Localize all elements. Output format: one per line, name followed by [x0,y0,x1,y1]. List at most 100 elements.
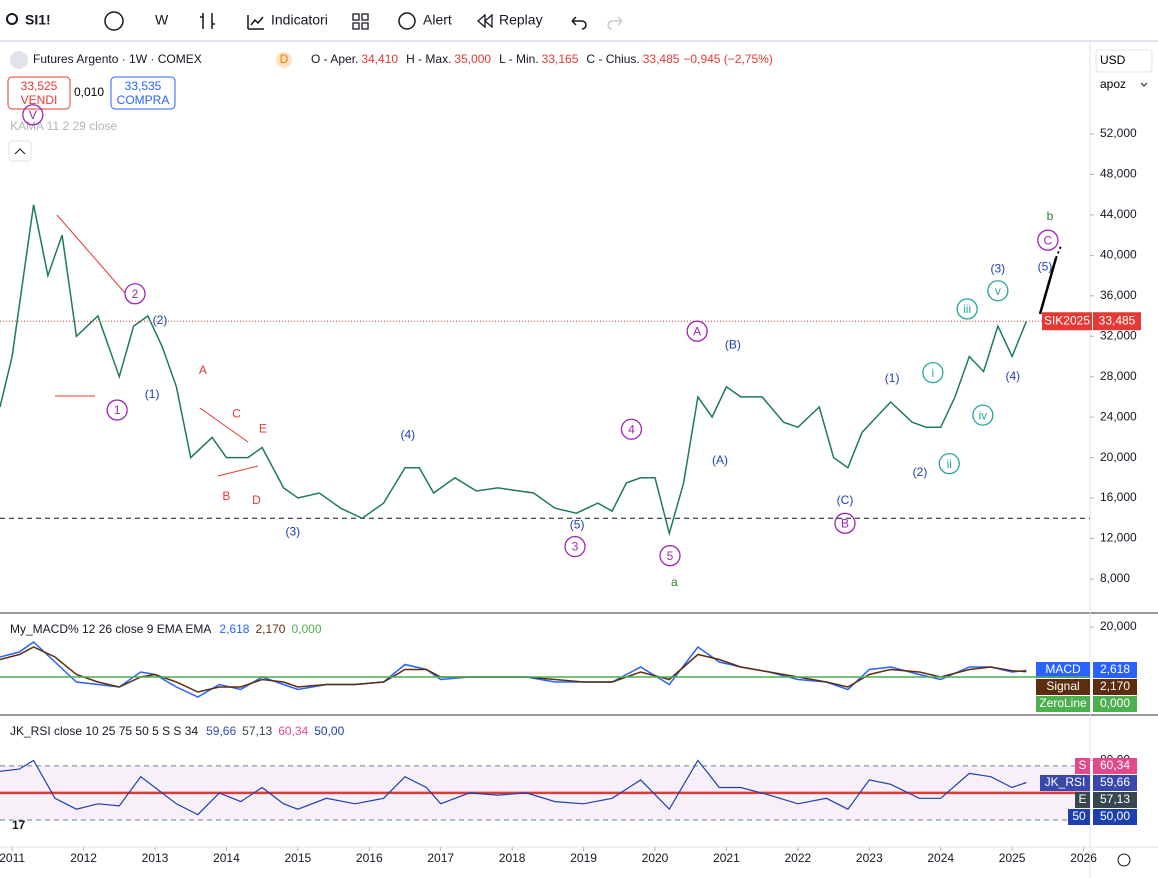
price-line [0,204,1028,537]
wave-label: (4) [401,428,416,442]
value-tag-text: 0,000 [1100,696,1130,710]
delay-badge [276,52,292,68]
wave-label: (2) [913,465,928,479]
wave-label: E [259,421,267,435]
sell-price[interactable]: 33,525 [21,79,58,93]
currency[interactable]: USD [1100,53,1126,67]
ohlc-value: 33,165 [542,52,579,66]
badge-tag [1040,775,1090,791]
x-tick-label: 2026 [1070,851,1097,865]
badge-tag-text: 50 [1072,809,1086,823]
badge-tag-text: S [1078,758,1086,772]
wave-circle [987,280,1009,302]
legend-value: 57,13 [242,724,272,738]
x-tick-label: 2015 [285,851,312,865]
legend-value: 2,618 [219,622,249,636]
sell-button[interactable] [7,76,71,110]
badge-value [1093,758,1137,774]
indicators-icon[interactable] [247,15,264,30]
replay-button[interactable]: Replay [499,12,543,28]
interval[interactable]: W [155,12,169,28]
dropdown-arrow[interactable] [1140,82,1148,87]
buy-price[interactable]: 33,535 [125,79,162,93]
badge-value-text: 60,34 [1100,758,1130,772]
x-tick-label: 2011 [0,851,25,865]
indicators-button[interactable]: Indicatori [271,12,328,28]
rsi-line [0,759,1027,816]
y-tick-label: 12,000 [1100,531,1137,545]
collapse-icon[interactable] [14,148,26,155]
trendline [56,214,126,294]
badge-tag [1075,758,1090,774]
redo[interactable] [607,16,623,30]
y-tick-label: 24,000 [1100,409,1137,423]
wave-circle [922,362,944,384]
ohlc-label: H - Max. [406,52,451,66]
wave-label: B [841,516,849,530]
x-tick-label: 2019 [570,851,597,865]
collapse-legend[interactable] [8,140,32,162]
wave-circle [22,104,44,126]
wave-label: D [252,493,261,507]
projection-arrow [1055,245,1062,259]
ohlc-value: 33,485 [643,52,680,66]
x-tick-label: 2018 [499,851,526,865]
x-tick-label: 2024 [927,851,954,865]
x-tick-label: 2017 [427,851,454,865]
ohlc-label: C - Chius. [586,52,639,66]
wave-circle [956,298,978,320]
badge-value-text: 50,00 [1100,809,1130,823]
alert-icon[interactable] [398,12,416,30]
buy-label[interactable]: COMPRA [117,93,170,107]
price-change: −0,945 (−2,75%) [683,52,772,66]
search-icon[interactable] [6,13,18,25]
wave-label: (3) [991,262,1006,276]
value-tag-text: 2,170 [1100,679,1130,693]
badge-tag [1068,809,1090,825]
x-tick-label: 2020 [642,851,669,865]
ohlc-value: 34,410 [361,52,398,66]
wave-label: (2) [153,313,168,327]
add-symbol[interactable] [104,11,124,31]
wave-label: a [671,575,678,589]
wave-label: (3) [286,525,301,539]
undo[interactable] [571,16,587,30]
symbol-logo [10,51,28,69]
ohlc-value: 35,000 [454,52,491,66]
wave-circle [686,320,708,342]
delay-badge-text: D [280,52,289,66]
wave-label: iv [979,408,988,422]
wave-label: ii [947,457,952,471]
wave-label: (1) [885,371,900,385]
wave-circle [834,512,856,534]
settings-icon[interactable] [1117,853,1131,867]
currency-box[interactable] [1095,49,1153,73]
wave-label: (A) [712,453,728,467]
x-tick-label: 2013 [142,851,169,865]
chart-type-icon[interactable] [200,13,215,29]
sell-label[interactable]: VENDI [21,93,58,107]
legend-value: 2,170 [255,622,285,636]
series-tag-text: MACD [1045,662,1081,676]
x-tick-label: 2012 [70,851,97,865]
replay-icon[interactable] [477,13,493,29]
ohlc-label: L - Min. [499,52,539,66]
y-tick-label: 16,000 [1100,490,1137,504]
indicator-line [0,641,1027,698]
series-tag-text: ZeroLine [1039,696,1087,710]
ohlc-legend: O - Aper. 34,410 H - Max. 35,000 L - Min. 33,… [311,52,773,66]
badge-tag [1075,792,1090,808]
series-tag [1036,696,1090,712]
projection-arrow [1038,257,1058,315]
x-tick-label: 2025 [999,851,1026,865]
wave-label: 4 [628,422,635,436]
y-tick-label: 20,000 [1100,450,1137,464]
layout-icon[interactable] [352,13,369,30]
tv-logo: 17 [12,818,26,832]
symbol[interactable]: SI1! [25,12,51,28]
buy-button[interactable] [110,76,176,110]
scale-mode[interactable]: apoz [1100,77,1126,91]
wave-label: i [932,366,935,380]
alert-button[interactable]: Alert [423,12,452,28]
